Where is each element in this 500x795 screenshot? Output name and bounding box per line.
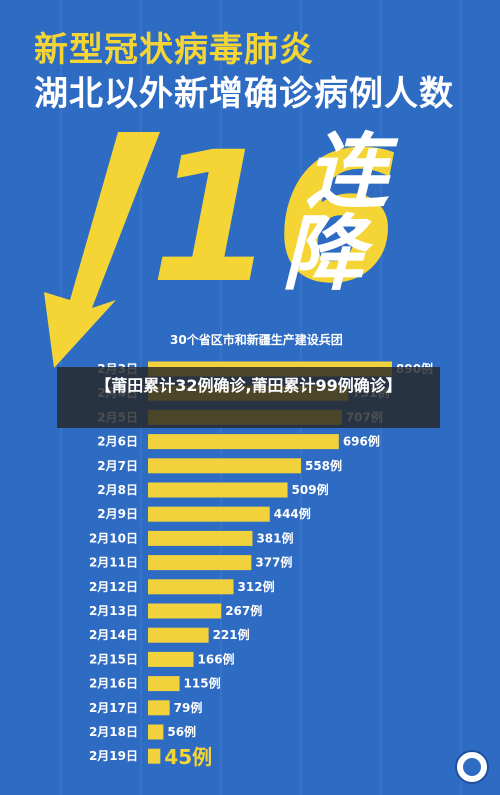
bar — [148, 434, 339, 450]
bar-value-label: 377例 — [255, 555, 292, 570]
bar — [148, 579, 234, 595]
bar-value-label: 696例 — [343, 434, 380, 449]
bar-category-label: 2月13日 — [89, 604, 138, 618]
bar-category-label: 2月19日 — [89, 749, 138, 763]
bar-category-label: 2月6日 — [97, 435, 138, 449]
bar — [148, 724, 164, 740]
bar-value-label: 45例 — [164, 745, 212, 769]
bar — [148, 748, 161, 764]
chart-title: 30个省区市和新疆生产建设兵团 — [170, 333, 343, 347]
bar — [148, 700, 170, 716]
bar-value-label: 166例 — [198, 651, 235, 666]
bar-value-label: 267例 — [225, 603, 262, 618]
bar-category-label: 2月12日 — [89, 580, 138, 594]
bar — [148, 458, 301, 474]
bar-category-label: 2月8日 — [97, 483, 138, 497]
bar-value-label: 509例 — [292, 482, 329, 497]
bar — [148, 482, 288, 498]
down-arrow-icon — [44, 132, 160, 368]
bar-category-label: 2月15日 — [89, 652, 138, 666]
bar-category-label: 2月18日 — [89, 725, 138, 739]
bar-value-label: 558例 — [305, 458, 342, 473]
bar — [148, 506, 270, 522]
title-line2: 湖北以外新增确诊病例人数 — [34, 74, 454, 114]
headline-number: 16 — [150, 114, 401, 323]
bar-category-label: 2月14日 — [89, 628, 138, 642]
bar — [148, 530, 253, 546]
bar-category-label: 2月16日 — [89, 677, 138, 691]
headline-word2: 降 — [282, 207, 374, 302]
bar — [148, 555, 252, 571]
bar-value-label: 79例 — [174, 700, 203, 715]
bar-category-label: 2月7日 — [97, 459, 138, 473]
bar-category-label: 2月11日 — [89, 556, 138, 570]
bar-category-label: 2月9日 — [97, 507, 138, 521]
bar-value-label: 381例 — [256, 530, 293, 545]
title-line1: 新型冠状病毒肺炎 — [34, 30, 314, 70]
headline-word1: 连 — [306, 125, 399, 220]
bar-value-label: 312例 — [238, 579, 275, 594]
bar-value-label: 444例 — [274, 506, 311, 521]
bar — [148, 651, 194, 667]
bar-category-label: 2月10日 — [89, 531, 138, 545]
bar-value-label: 115例 — [184, 676, 221, 691]
bar-value-label: 221例 — [213, 627, 250, 642]
bar — [148, 676, 180, 692]
bar-value-label: 56例 — [167, 724, 196, 739]
news-overlay: 【莆田累计32例确诊,莆田累计99例确诊】 — [57, 367, 440, 428]
bar — [148, 627, 209, 643]
bar — [148, 603, 222, 619]
emblem-icon — [455, 750, 489, 784]
bar-category-label: 2月17日 — [89, 701, 138, 715]
